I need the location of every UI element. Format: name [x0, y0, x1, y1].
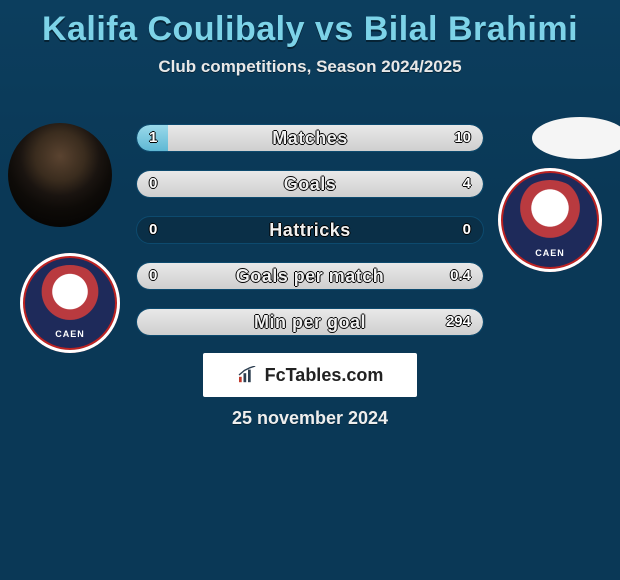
generated-date: 25 november 2024: [0, 408, 620, 429]
stat-right-value: 4: [463, 171, 471, 197]
stat-row: 1 Matches 10: [136, 124, 484, 152]
stat-right-value: 0: [463, 217, 471, 243]
stat-label: Hattricks: [137, 217, 483, 243]
chart-icon: [237, 366, 259, 384]
stat-row: 0 Goals 4: [136, 170, 484, 198]
player2-club-badge: CAEN: [498, 168, 602, 272]
player1-club-badge: CAEN: [20, 253, 120, 353]
page-subtitle: Club competitions, Season 2024/2025: [0, 57, 620, 77]
fctables-logo-text: FcTables.com: [265, 365, 384, 386]
comparison-bars: 1 Matches 10 0 Goals 4 0 Hattricks 0 0 G…: [136, 124, 484, 354]
fctables-logo: FcTables.com: [203, 353, 417, 397]
stat-row: 0 Goals per match 0.4: [136, 262, 484, 290]
stat-right-value: 294: [446, 309, 471, 335]
stat-row: Min per goal 294: [136, 308, 484, 336]
stat-label: Goals per match: [137, 263, 483, 289]
player2-avatar: [532, 117, 620, 159]
stat-label: Min per goal: [137, 309, 483, 335]
stat-label: Goals: [137, 171, 483, 197]
stat-right-value: 0.4: [450, 263, 471, 289]
stat-label: Matches: [137, 125, 483, 151]
stat-row: 0 Hattricks 0: [136, 216, 484, 244]
page-title: Kalifa Coulibaly vs Bilal Brahimi: [0, 0, 620, 49]
player2-club-name: CAEN: [498, 248, 602, 258]
player1-avatar: [8, 123, 112, 227]
player1-club-name: CAEN: [20, 329, 120, 339]
stat-right-value: 10: [454, 125, 471, 151]
